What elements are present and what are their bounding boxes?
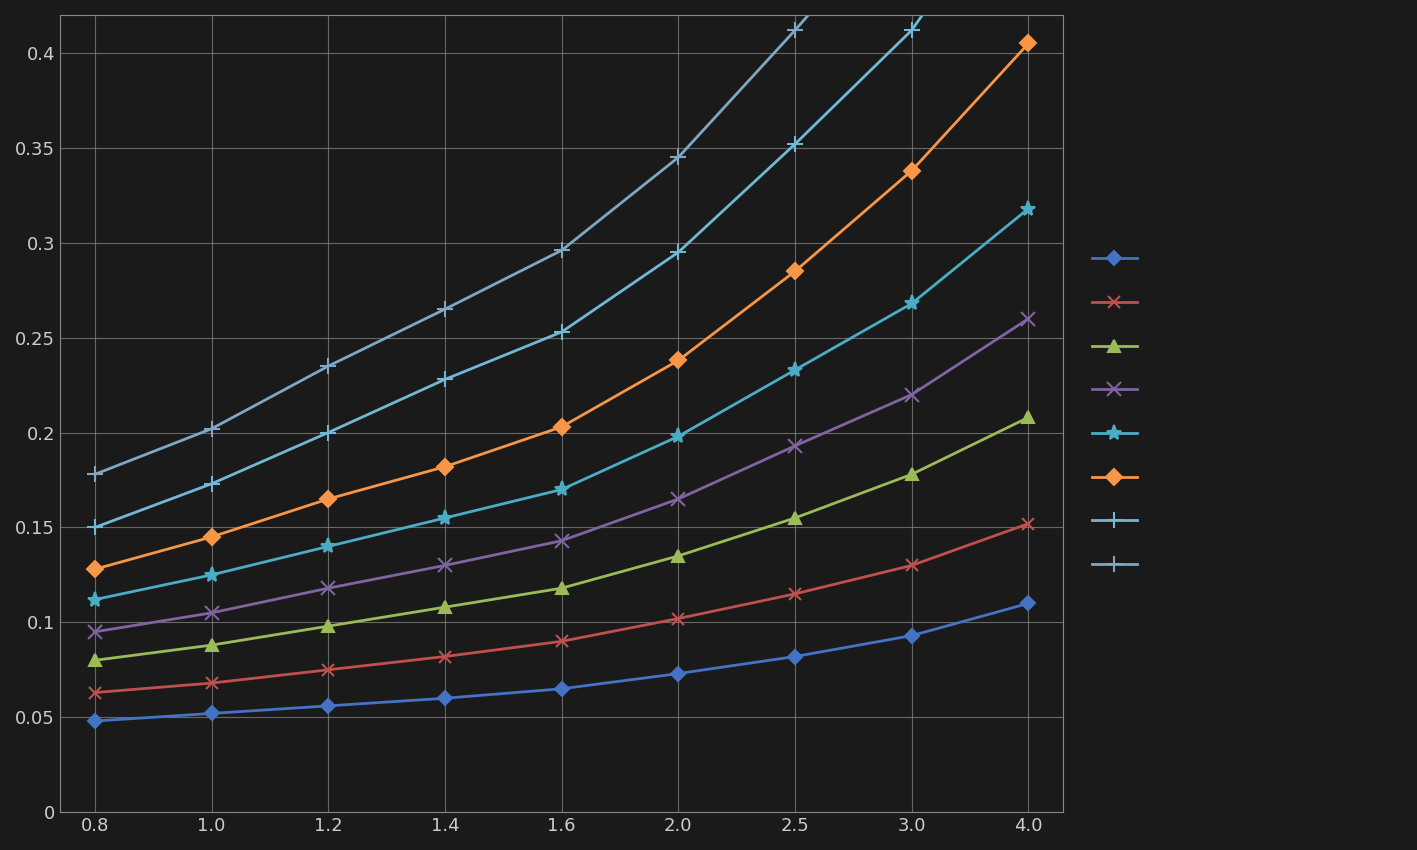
- Legend: , , , , , , , : , , , , , , ,: [1083, 241, 1161, 586]
